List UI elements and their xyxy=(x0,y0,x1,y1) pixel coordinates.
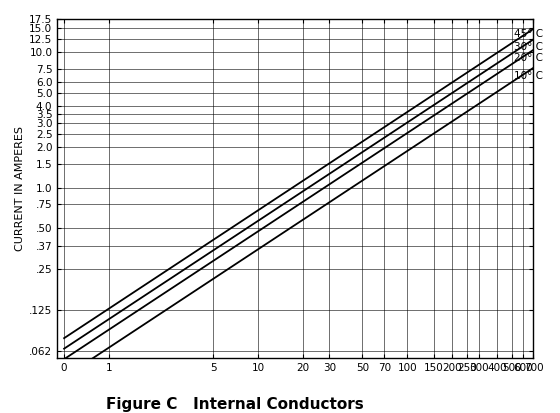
Text: 10° C: 10° C xyxy=(514,71,543,81)
Text: 20° C: 20° C xyxy=(514,52,543,62)
Text: 45° C: 45° C xyxy=(514,28,543,39)
Text: 30° C: 30° C xyxy=(514,42,543,52)
Text: Figure C   Internal Conductors: Figure C Internal Conductors xyxy=(106,397,364,412)
Y-axis label: CURRENT IN AMPERES: CURRENT IN AMPERES xyxy=(15,126,25,251)
